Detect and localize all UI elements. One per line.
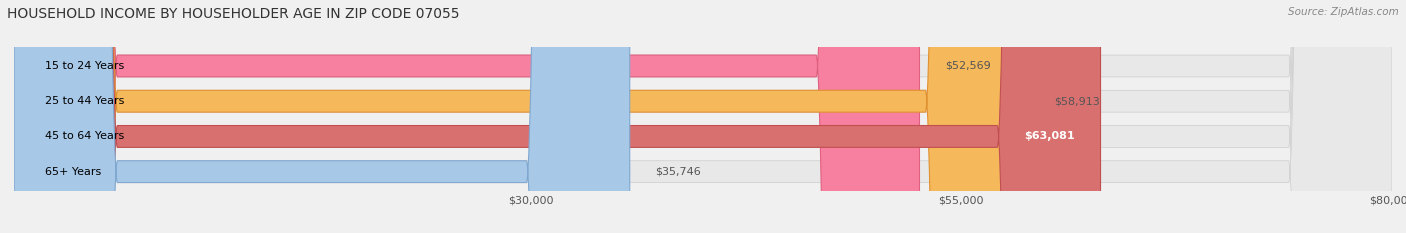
- FancyBboxPatch shape: [14, 0, 1101, 233]
- FancyBboxPatch shape: [14, 0, 1392, 233]
- FancyBboxPatch shape: [14, 0, 1392, 233]
- Text: HOUSEHOLD INCOME BY HOUSEHOLDER AGE IN ZIP CODE 07055: HOUSEHOLD INCOME BY HOUSEHOLDER AGE IN Z…: [7, 7, 460, 21]
- Text: 45 to 64 Years: 45 to 64 Years: [45, 131, 124, 141]
- Text: $35,746: $35,746: [655, 167, 702, 177]
- FancyBboxPatch shape: [14, 0, 630, 233]
- Text: Source: ZipAtlas.com: Source: ZipAtlas.com: [1288, 7, 1399, 17]
- FancyBboxPatch shape: [14, 0, 1392, 233]
- Text: 65+ Years: 65+ Years: [45, 167, 101, 177]
- Text: $63,081: $63,081: [1024, 131, 1074, 141]
- FancyBboxPatch shape: [14, 0, 1029, 233]
- Text: $52,569: $52,569: [945, 61, 991, 71]
- FancyBboxPatch shape: [14, 0, 920, 233]
- Text: 15 to 24 Years: 15 to 24 Years: [45, 61, 124, 71]
- FancyBboxPatch shape: [14, 0, 1392, 233]
- Text: 25 to 44 Years: 25 to 44 Years: [45, 96, 125, 106]
- Text: $58,913: $58,913: [1054, 96, 1101, 106]
